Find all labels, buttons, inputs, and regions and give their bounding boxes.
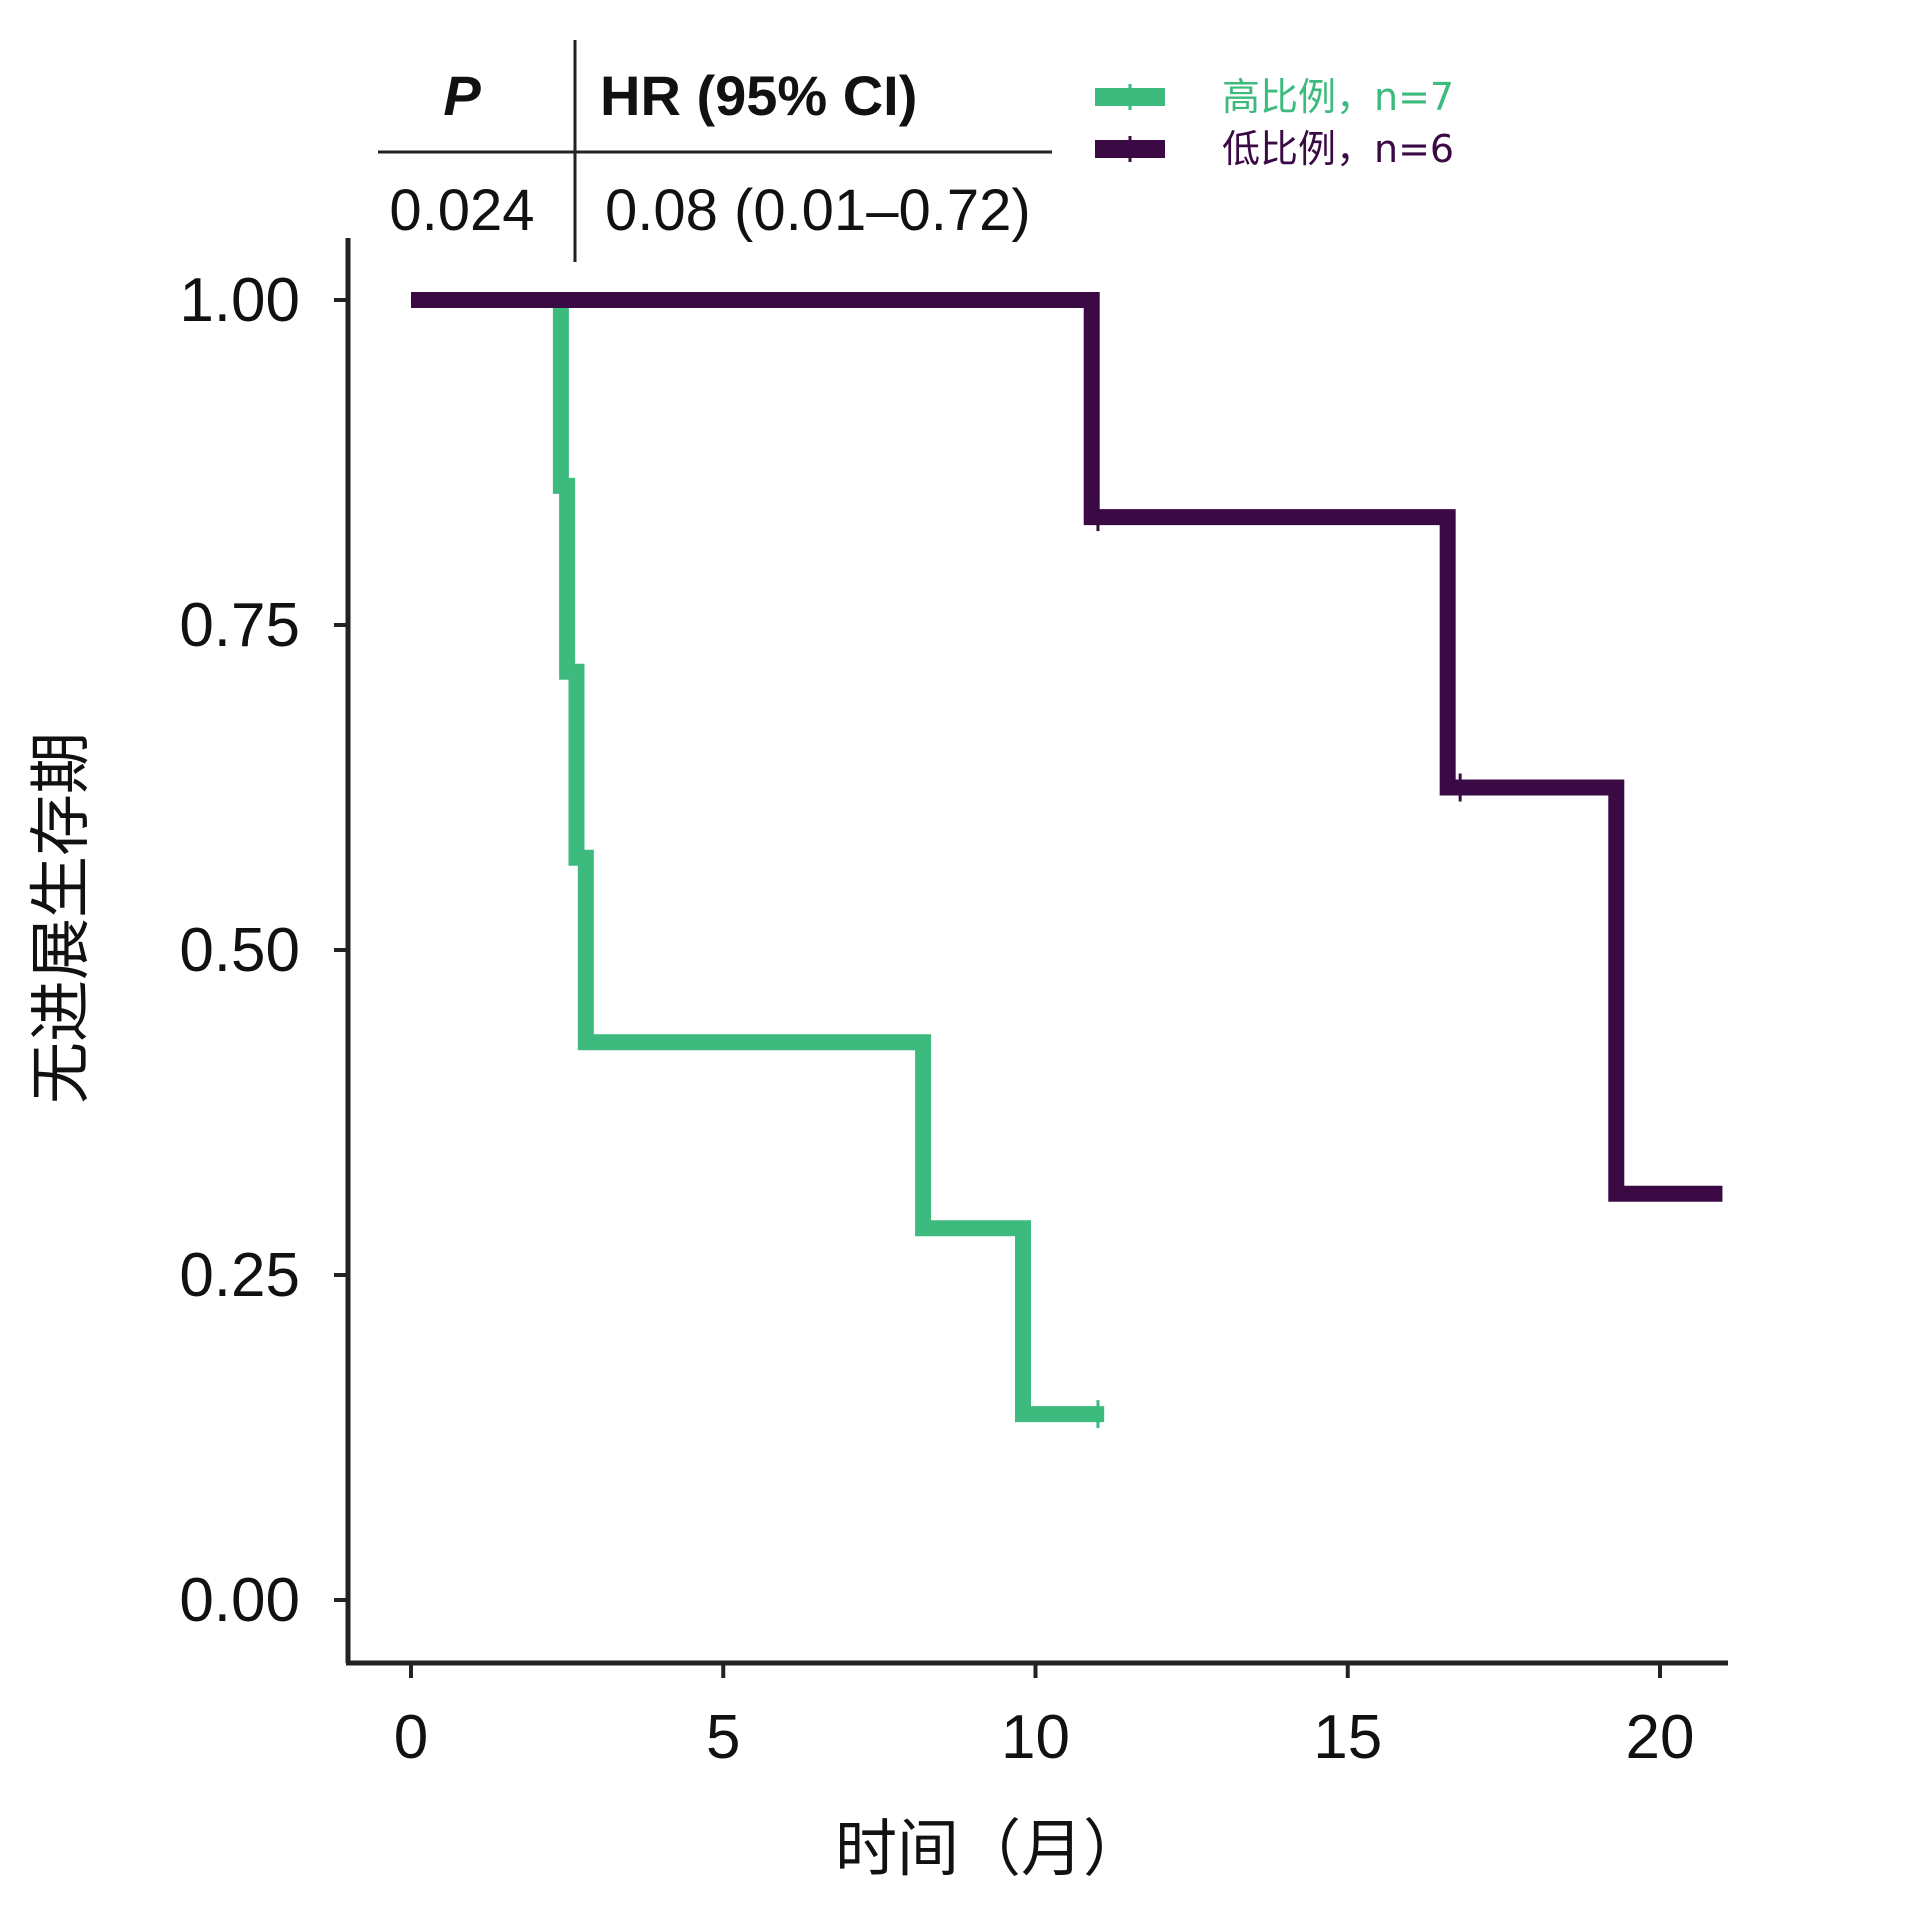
y-tick-label: 1.00 — [179, 266, 300, 335]
series-layer — [411, 292, 1723, 1429]
x-tick-label: 5 — [706, 1703, 740, 1772]
legend-label-low: 低比例，n=6 — [1222, 127, 1454, 171]
stats-value-hr: 0.08 (0.01–0.72) — [605, 178, 1031, 243]
x-tick-label: 15 — [1313, 1703, 1382, 1772]
series-line-0 — [411, 292, 1105, 1423]
y-tick-label: 0.00 — [179, 1566, 300, 1635]
stats-header-p: P — [443, 64, 481, 127]
stats-header-hr: HR (95% CI) — [600, 64, 917, 127]
x-ticks: 0 5 10 15 20 — [394, 1663, 1695, 1772]
y-tick-label: 0.75 — [179, 591, 300, 660]
x-tick-label: 10 — [1001, 1703, 1070, 1772]
x-axis-title: 时间（月） — [835, 1812, 1145, 1885]
y-axis-title: 无进展生存期 — [24, 732, 97, 1104]
y-tick-label: 0.50 — [179, 916, 300, 985]
legend-label-high: 高比例，n=7 — [1222, 75, 1454, 119]
stats-value-p: 0.024 — [389, 178, 534, 243]
x-tick-label: 0 — [394, 1703, 428, 1772]
x-tick-label: 20 — [1626, 1703, 1695, 1772]
series-line-1 — [411, 292, 1723, 1202]
legend: 高比例，n=7 低比例，n=6 — [1095, 75, 1454, 171]
y-ticks: 0.00 0.25 0.50 0.75 1.00 — [179, 266, 348, 1635]
y-tick-label: 0.25 — [179, 1241, 300, 1310]
stats-table: P HR (95% CI) 0.024 0.08 (0.01–0.72) — [378, 40, 1052, 262]
